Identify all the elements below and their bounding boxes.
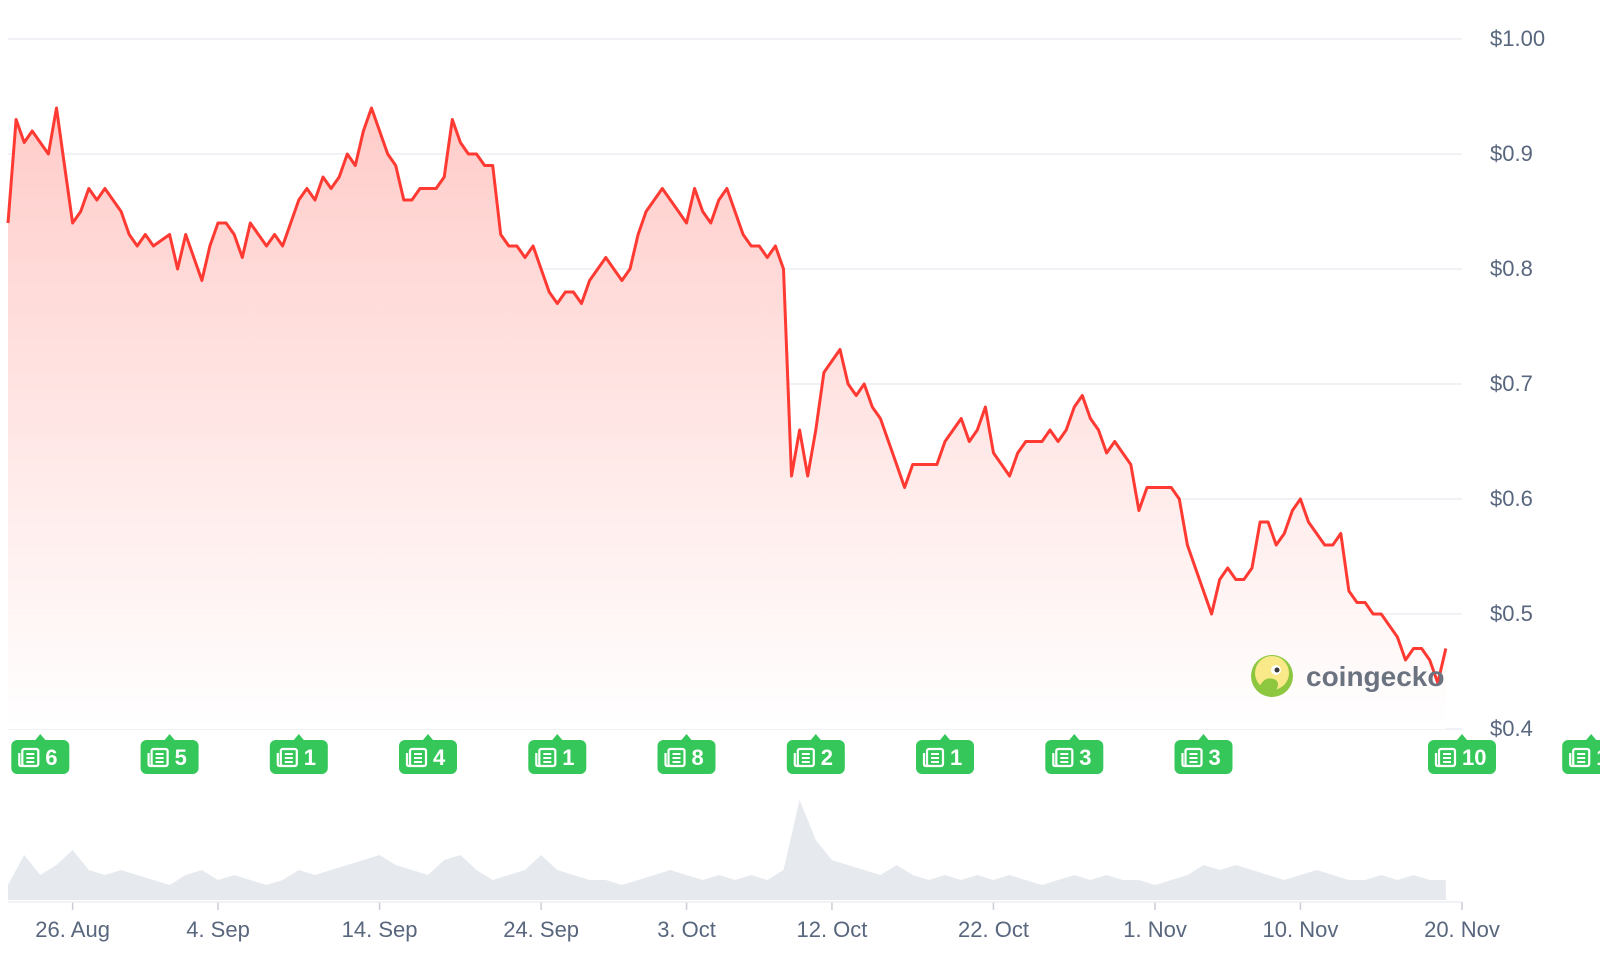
newspaper-icon [1181, 747, 1203, 768]
x-tick-label: 26. Aug [35, 917, 110, 942]
y-axis-labels: $1.00 $0.9 $0.8 $0.7 $0.6 $0.5 $0.4 [1490, 26, 1545, 741]
y-tick-label: $0.4 [1490, 716, 1533, 741]
x-tick-label: 22. Oct [958, 917, 1029, 942]
x-axis-labels: 26. Aug 4. Sep 14. Sep 24. Sep 3. Oct 12. Oct… [8, 901, 1500, 942]
news-count: 5 [175, 745, 187, 770]
price-line [6, 106, 1448, 685]
news-marker[interactable]: 1 [269, 734, 328, 774]
y-tick-label: $0.7 [1490, 371, 1533, 396]
newspaper-icon [664, 747, 686, 768]
x-tick-label: 14. Sep [342, 917, 418, 942]
x-tick-label: 4. Sep [186, 917, 250, 942]
x-tick-label: 10. Nov [1263, 917, 1339, 942]
y-tick-label: $0.6 [1490, 486, 1533, 511]
y-tick-label: $0.5 [1490, 601, 1533, 626]
newspaper-icon [276, 747, 298, 768]
newspaper-icon [1434, 747, 1457, 768]
x-tick-label: 3. Oct [657, 917, 716, 942]
newspaper-icon [1569, 747, 1591, 768]
news-count: 2 [821, 745, 833, 770]
news-marker[interactable]: 5 [140, 734, 199, 774]
news-count: 1 [562, 745, 574, 770]
news-count: 8 [692, 745, 704, 770]
x-tick-label: 24. Sep [503, 917, 579, 942]
x-tick-label: 1. Nov [1123, 917, 1187, 942]
y-tick-label: $0.9 [1490, 141, 1533, 166]
news-count: 4 [433, 745, 446, 770]
news-count: 10 [1462, 745, 1486, 770]
news-count: 3 [1209, 745, 1221, 770]
news-count: 1 [1596, 745, 1600, 770]
news-marker[interactable]: 3 [1174, 734, 1233, 774]
newspaper-icon [922, 747, 945, 768]
news-marker[interactable]: 1 [528, 734, 587, 774]
newspaper-icon [1052, 747, 1074, 768]
x-tick-label: 12. Oct [796, 917, 867, 942]
news-marker[interactable]: 4 [399, 734, 457, 774]
news-marker[interactable]: 1 [916, 734, 974, 774]
price-area [8, 108, 1446, 729]
newspaper-icon [535, 747, 557, 768]
news-marker[interactable]: 10 [1428, 734, 1496, 774]
news-marker[interactable]: 3 [1045, 734, 1104, 774]
newspaper-icon [405, 747, 428, 768]
volume-area [8, 800, 1446, 900]
newspaper-icon [793, 747, 815, 768]
y-tick-label: $1.00 [1490, 26, 1545, 51]
volume-bars [8, 800, 1446, 900]
news-count: 6 [45, 745, 57, 770]
news-count: 1 [304, 745, 316, 770]
news-count: 3 [1079, 745, 1091, 770]
news-marker[interactable]: 8 [657, 734, 716, 774]
news-count: 1 [950, 745, 962, 770]
news-marker[interactable]: 1 [1562, 734, 1600, 774]
news-marker[interactable]: 6 [11, 734, 70, 774]
news-markers: 6 5 1 4 1 8 2 1 3 3 10 1 [11, 734, 1600, 774]
watermark-text: coingecko [1306, 661, 1444, 692]
x-tick-label: 20. Nov [1424, 917, 1500, 942]
newspaper-icon [147, 747, 169, 768]
news-marker[interactable]: 2 [786, 734, 845, 774]
newspaper-icon [18, 747, 40, 768]
y-tick-label: $0.8 [1490, 256, 1533, 281]
coingecko-watermark: coingecko [1251, 655, 1444, 697]
